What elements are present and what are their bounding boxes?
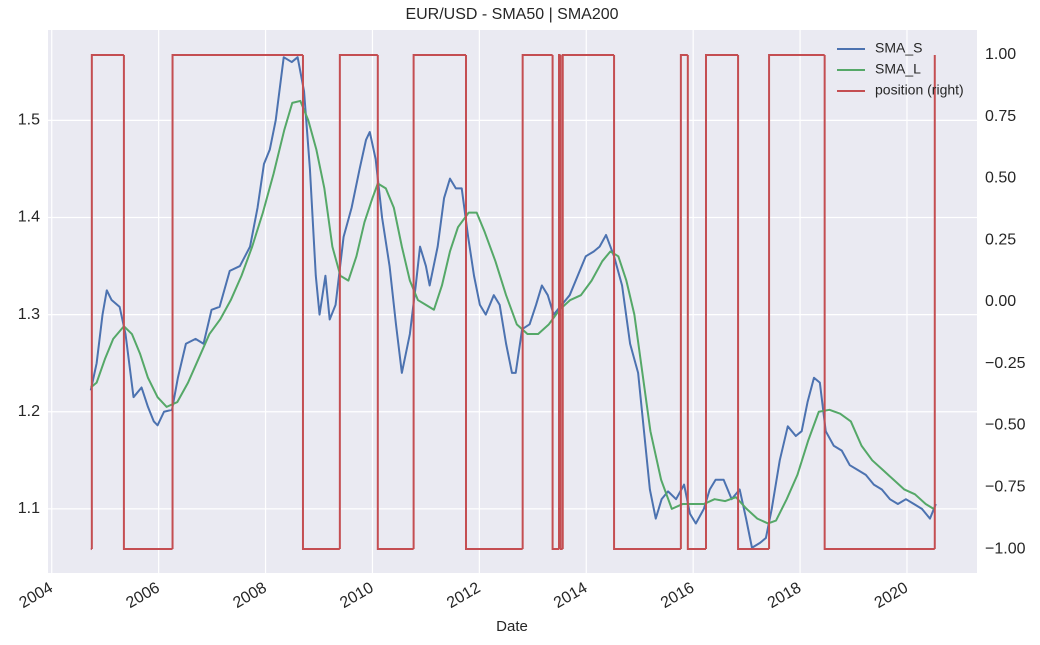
legend: SMA_S SMA_L position (right) bbox=[837, 40, 964, 98]
step-segment bbox=[704, 53, 739, 550]
x-tick-label: 2014 bbox=[551, 579, 590, 612]
step-segment bbox=[686, 54, 706, 551]
x-tick-label: 2012 bbox=[444, 579, 483, 612]
x-tick-label: 2006 bbox=[123, 579, 162, 612]
step-segment bbox=[338, 53, 378, 550]
step-segment bbox=[559, 54, 563, 551]
x-tick-label: 2008 bbox=[230, 579, 269, 612]
y2-tick-label: 0.25 bbox=[985, 231, 1016, 248]
step-segment bbox=[768, 53, 825, 550]
y2-tick-label: 0.50 bbox=[985, 170, 1016, 187]
y2-tick-label: −1.00 bbox=[985, 540, 1026, 557]
plot-area bbox=[48, 30, 977, 573]
x-tick-label: 2010 bbox=[337, 579, 376, 612]
step-segment bbox=[122, 54, 173, 551]
step-segment bbox=[376, 54, 414, 551]
y-tick-label: 1.4 bbox=[18, 209, 40, 226]
y2-tick-label: 1.00 bbox=[985, 46, 1016, 63]
x-tick-label: 2020 bbox=[872, 579, 911, 612]
step-segment bbox=[558, 53, 561, 550]
chart-title: EUR/USD - SMA50 | SMA200 bbox=[405, 6, 618, 23]
step-segment bbox=[561, 53, 615, 550]
step-segment bbox=[823, 54, 935, 551]
y-tick-label: 1.3 bbox=[18, 306, 40, 323]
y-tick-label: 1.1 bbox=[18, 500, 40, 517]
x-tick-label: 2004 bbox=[17, 579, 56, 612]
step-segment bbox=[464, 54, 523, 551]
y2-tick-label: 0.75 bbox=[985, 108, 1016, 125]
step-segment bbox=[301, 54, 340, 551]
y2-tick-label: 0.00 bbox=[985, 293, 1016, 310]
y-tick-label: 1.5 bbox=[18, 112, 40, 129]
legend-label: position (right) bbox=[875, 82, 964, 98]
step-segment bbox=[737, 54, 770, 551]
step-segment bbox=[171, 53, 303, 550]
y2-tick-label: −0.50 bbox=[985, 417, 1026, 434]
step-segment bbox=[412, 53, 466, 550]
x-axis-label: Date bbox=[496, 618, 528, 635]
step-segment bbox=[613, 54, 681, 551]
y2-tick-label: −0.25 bbox=[985, 355, 1026, 372]
step-segment bbox=[90, 53, 124, 550]
y-tick-label: 1.2 bbox=[18, 403, 40, 420]
line bbox=[90, 99, 935, 525]
x-tick-label: 2016 bbox=[658, 579, 697, 612]
step-segment bbox=[521, 53, 553, 550]
y2-tick-label: −0.75 bbox=[985, 478, 1026, 495]
step-segment bbox=[679, 53, 688, 550]
legend-label: SMA_S bbox=[875, 40, 922, 56]
line bbox=[89, 56, 937, 549]
step-segment bbox=[551, 54, 560, 551]
legend-label: SMA_L bbox=[875, 61, 921, 77]
x-tick-label: 2018 bbox=[765, 579, 804, 612]
